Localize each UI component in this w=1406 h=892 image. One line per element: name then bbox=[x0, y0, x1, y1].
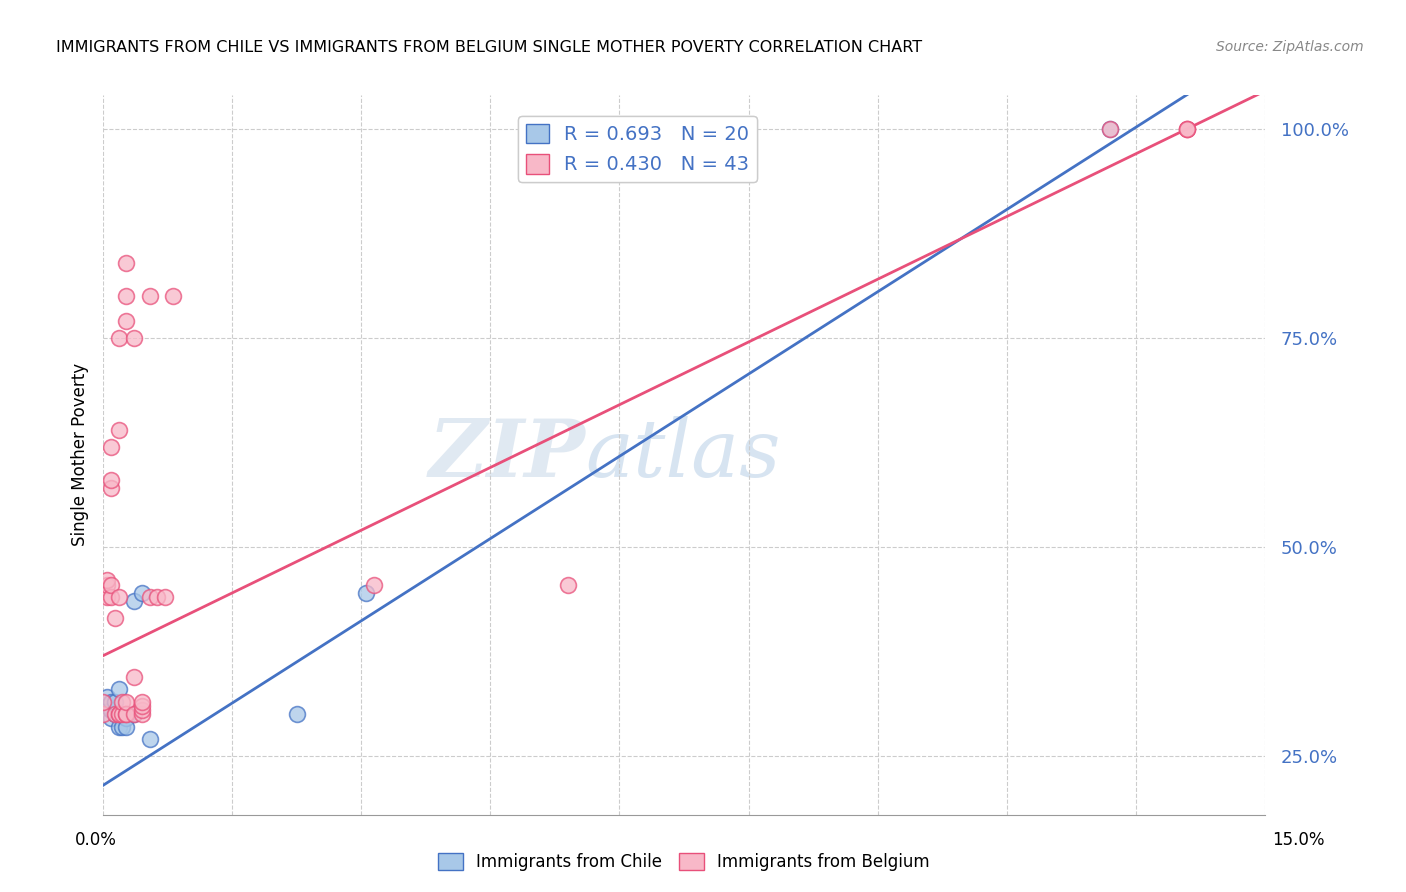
Text: ZIP: ZIP bbox=[429, 417, 585, 493]
Text: atlas: atlas bbox=[585, 417, 780, 493]
Point bbox=[107, 720, 129, 734]
Point bbox=[131, 707, 153, 722]
Point bbox=[107, 423, 129, 437]
Point bbox=[131, 695, 153, 709]
Point bbox=[96, 590, 118, 604]
Point bbox=[1177, 121, 1199, 136]
Point bbox=[96, 690, 118, 705]
Point bbox=[100, 482, 122, 496]
Point bbox=[91, 695, 114, 709]
Legend: R = 0.693   N = 20, R = 0.430   N = 43: R = 0.693 N = 20, R = 0.430 N = 43 bbox=[517, 116, 758, 182]
Y-axis label: Single Mother Poverty: Single Mother Poverty bbox=[72, 363, 89, 547]
Point bbox=[115, 707, 138, 722]
Point bbox=[107, 707, 129, 722]
Point bbox=[115, 289, 138, 303]
Point bbox=[104, 707, 127, 722]
Point bbox=[111, 720, 134, 734]
Point bbox=[363, 577, 385, 591]
Point bbox=[115, 720, 138, 734]
Point bbox=[107, 682, 129, 697]
Point bbox=[107, 707, 129, 722]
Point bbox=[96, 574, 118, 588]
Point bbox=[100, 440, 122, 454]
Point bbox=[162, 289, 184, 303]
Point bbox=[91, 707, 114, 722]
Point bbox=[131, 698, 153, 713]
Text: 15.0%: 15.0% bbox=[1272, 831, 1324, 849]
Point bbox=[111, 695, 134, 709]
Point bbox=[96, 577, 118, 591]
Point bbox=[100, 695, 122, 709]
Point bbox=[100, 473, 122, 487]
Point bbox=[115, 711, 138, 725]
Point bbox=[100, 711, 122, 725]
Text: 0.0%: 0.0% bbox=[75, 831, 117, 849]
Point bbox=[96, 698, 118, 713]
Text: Source: ZipAtlas.com: Source: ZipAtlas.com bbox=[1216, 40, 1364, 54]
Point bbox=[146, 590, 169, 604]
Point bbox=[122, 707, 145, 722]
Point bbox=[1098, 121, 1121, 136]
Point bbox=[111, 707, 134, 722]
Point bbox=[557, 577, 579, 591]
Point bbox=[107, 331, 129, 345]
Point bbox=[104, 695, 127, 709]
Point bbox=[122, 669, 145, 683]
Point bbox=[122, 331, 145, 345]
Point bbox=[356, 586, 378, 600]
Point bbox=[1177, 121, 1199, 136]
Point bbox=[104, 707, 127, 722]
Point bbox=[1177, 121, 1199, 136]
Point bbox=[138, 732, 160, 747]
Point bbox=[285, 707, 308, 722]
Point bbox=[100, 577, 122, 591]
Point bbox=[138, 590, 160, 604]
Point bbox=[115, 255, 138, 269]
Point bbox=[104, 611, 127, 625]
Point bbox=[122, 594, 145, 608]
Point bbox=[100, 703, 122, 717]
Point bbox=[122, 707, 145, 722]
Point bbox=[115, 695, 138, 709]
Point bbox=[115, 314, 138, 328]
Point bbox=[115, 707, 138, 722]
Text: IMMIGRANTS FROM CHILE VS IMMIGRANTS FROM BELGIUM SINGLE MOTHER POVERTY CORRELATI: IMMIGRANTS FROM CHILE VS IMMIGRANTS FROM… bbox=[56, 40, 922, 55]
Point bbox=[107, 590, 129, 604]
Point bbox=[1098, 121, 1121, 136]
Point bbox=[100, 590, 122, 604]
Point bbox=[131, 703, 153, 717]
Point bbox=[131, 586, 153, 600]
Point bbox=[153, 590, 176, 604]
Point bbox=[107, 707, 129, 722]
Point bbox=[138, 289, 160, 303]
